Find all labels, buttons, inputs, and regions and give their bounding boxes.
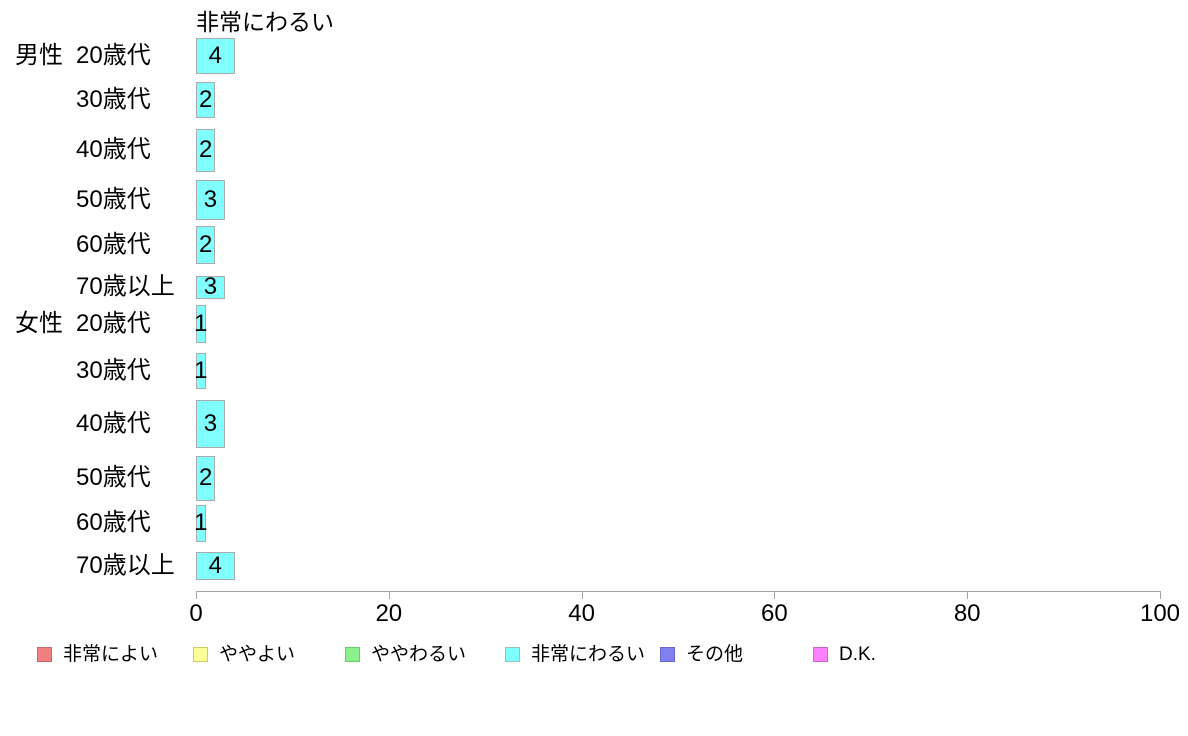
legend-swatch-icon bbox=[193, 647, 208, 662]
bar-value-label: 1 bbox=[194, 357, 208, 384]
row-category-label: 20歳代 bbox=[76, 42, 151, 69]
row-category-label: 60歳代 bbox=[76, 509, 151, 536]
legend-item: ややわるい bbox=[345, 645, 466, 664]
x-axis-tick bbox=[967, 591, 969, 599]
bar-value-label: 2 bbox=[198, 464, 213, 491]
x-axis-tick-label: 40 bbox=[568, 600, 595, 627]
bar: 1 bbox=[194, 504, 208, 542]
bar-value-label: 3 bbox=[203, 410, 218, 437]
bar-value-label: 3 bbox=[203, 186, 218, 213]
bar: 4 bbox=[196, 552, 235, 580]
bar-value-label: 1 bbox=[194, 509, 208, 536]
legend-swatch-icon bbox=[505, 647, 520, 662]
legend-item-label: その他 bbox=[686, 644, 744, 665]
bar: 2 bbox=[196, 226, 216, 264]
legend-item-label: D.K. bbox=[839, 644, 876, 665]
legend-swatch-icon bbox=[660, 647, 675, 662]
bar: 2 bbox=[196, 455, 216, 501]
legend-item-label: 非常にわるい bbox=[531, 644, 646, 665]
bar-value-label: 1 bbox=[194, 310, 208, 337]
legend-item: 非常にわるい bbox=[505, 645, 645, 664]
legend-item-label: ややわるい bbox=[371, 644, 467, 665]
x-axis-tick bbox=[774, 591, 776, 599]
row-category-label: 50歳代 bbox=[76, 464, 151, 491]
bar: 1 bbox=[194, 305, 208, 343]
row-category-label: 60歳代 bbox=[76, 231, 151, 258]
bar: 1 bbox=[194, 353, 208, 389]
bar-value-label: 2 bbox=[198, 231, 213, 258]
legend-item: ややよい bbox=[193, 645, 295, 664]
row-category-label: 30歳代 bbox=[76, 86, 151, 113]
bar: 2 bbox=[196, 82, 216, 118]
legend-item: その他 bbox=[660, 645, 743, 664]
bar-value-label: 2 bbox=[198, 136, 213, 163]
x-axis-line bbox=[196, 591, 1161, 592]
bar-value-label: 4 bbox=[208, 42, 222, 69]
x-axis-tick bbox=[196, 591, 197, 599]
row-category-label: 40歳代 bbox=[76, 410, 151, 437]
bar: 3 bbox=[196, 273, 225, 300]
x-axis-tick-label: 0 bbox=[189, 600, 203, 627]
legend-swatch-icon bbox=[345, 647, 360, 662]
bar: 3 bbox=[196, 400, 225, 448]
row-category-label: 70歳以上 bbox=[76, 273, 175, 300]
legend-item: 非常によい bbox=[37, 645, 158, 664]
x-axis-tick bbox=[388, 591, 390, 599]
chart-title: 非常にわるい bbox=[196, 9, 334, 35]
legend-item-label: ややよい bbox=[219, 644, 296, 665]
bar-value-label: 2 bbox=[198, 86, 213, 113]
row-category-label: 20歳代 bbox=[76, 310, 151, 337]
bar-value-label: 3 bbox=[203, 273, 218, 300]
row-category-label: 30歳代 bbox=[76, 357, 151, 384]
x-axis-tick-label: 100 bbox=[1139, 600, 1181, 627]
bar: 3 bbox=[196, 180, 225, 220]
bar: 4 bbox=[196, 38, 235, 74]
row-group-label: 女性 bbox=[15, 310, 63, 337]
legend-item-label: 非常によい bbox=[63, 644, 159, 665]
x-axis-tick bbox=[1160, 591, 1161, 599]
x-axis-tick bbox=[581, 591, 583, 599]
row-category-label: 40歳代 bbox=[76, 136, 151, 163]
legend-item: D.K. bbox=[813, 645, 876, 664]
bar-value-label: 4 bbox=[208, 552, 222, 579]
x-axis-tick-label: 60 bbox=[761, 600, 788, 627]
legend-swatch-icon bbox=[813, 647, 828, 662]
row-category-label: 70歳以上 bbox=[76, 552, 175, 579]
bar: 2 bbox=[196, 128, 216, 172]
row-group-label: 男性 bbox=[15, 42, 63, 69]
row-category-label: 50歳代 bbox=[76, 186, 151, 213]
legend-swatch-icon bbox=[37, 647, 52, 662]
x-axis-tick-label: 20 bbox=[375, 600, 403, 627]
x-axis-tick-label: 80 bbox=[953, 600, 981, 627]
